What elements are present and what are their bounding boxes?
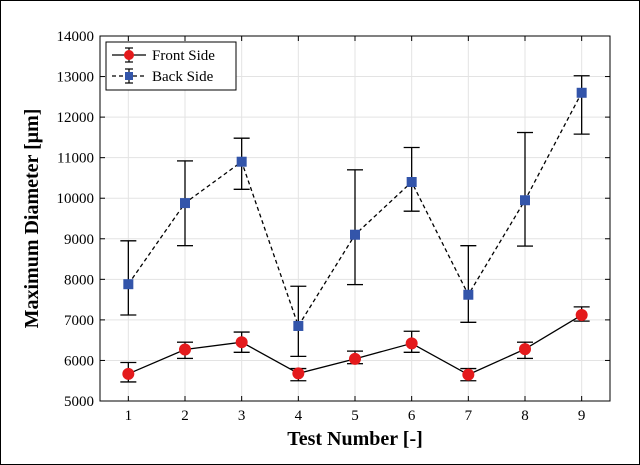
y-tick-label: 7000: [64, 313, 94, 329]
series-back-side: [120, 75, 590, 358]
data-point: [405, 337, 418, 350]
axis-ticks: 1 2 3 4 5 6 7 8 9 5000 6000 7000 8000 9000 10000 11000 1…: [57, 29, 610, 424]
legend-item: Front Side: [112, 47, 215, 64]
y-tick-label: 11000: [57, 151, 94, 167]
data-point: [575, 309, 588, 322]
y-tick-label: 6000: [64, 353, 94, 369]
x-axis-title: Test Number [-]: [287, 428, 423, 450]
legend-item: Back Side: [112, 68, 214, 85]
x-tick-label: 8: [521, 408, 529, 424]
legend: Front Side Back Side: [105, 41, 237, 91]
y-tick-label: 12000: [57, 110, 95, 126]
data-point: [406, 177, 417, 187]
series-front-side: [120, 306, 590, 383]
data-point: [179, 343, 191, 356]
data-point: [293, 320, 304, 331]
data-point: [576, 87, 587, 98]
data-point: [463, 289, 474, 300]
data-point: [520, 195, 530, 206]
data-point: [236, 156, 247, 167]
data-point: [123, 279, 134, 290]
data-point: [349, 352, 361, 365]
y-tick-label: 13000: [57, 70, 95, 86]
data-point: [462, 368, 475, 381]
x-tick-label: 3: [238, 408, 246, 424]
data-point: [292, 367, 305, 380]
legend-marker: [124, 50, 134, 60]
y-tick-label: 10000: [57, 191, 95, 207]
legend-marker: [125, 72, 133, 80]
x-tick-label: 6: [408, 408, 416, 424]
data-point: [350, 229, 360, 240]
x-tick-label: 4: [295, 408, 303, 424]
data-point: [235, 336, 248, 349]
y-axis-title: Maximum Diameter [μm]: [21, 109, 43, 329]
x-tick-label: 7: [465, 408, 473, 424]
x-tick-label: 5: [351, 408, 359, 424]
legend-label: Front Side: [152, 48, 215, 64]
y-tick-label: 9000: [64, 232, 94, 248]
legend-box: [105, 41, 237, 91]
data-point: [180, 198, 190, 209]
x-tick-label: 1: [125, 408, 133, 424]
data-point: [519, 343, 531, 356]
y-tick-label: 8000: [64, 272, 94, 288]
legend-label: Back Side: [152, 69, 214, 85]
x-tick-label: 9: [578, 408, 586, 424]
data-point: [122, 367, 135, 380]
series-layer: [120, 75, 590, 383]
x-tick-label: 2: [181, 408, 189, 424]
y-tick-label: 5000: [64, 394, 94, 410]
y-tick-label: 14000: [57, 29, 95, 45]
